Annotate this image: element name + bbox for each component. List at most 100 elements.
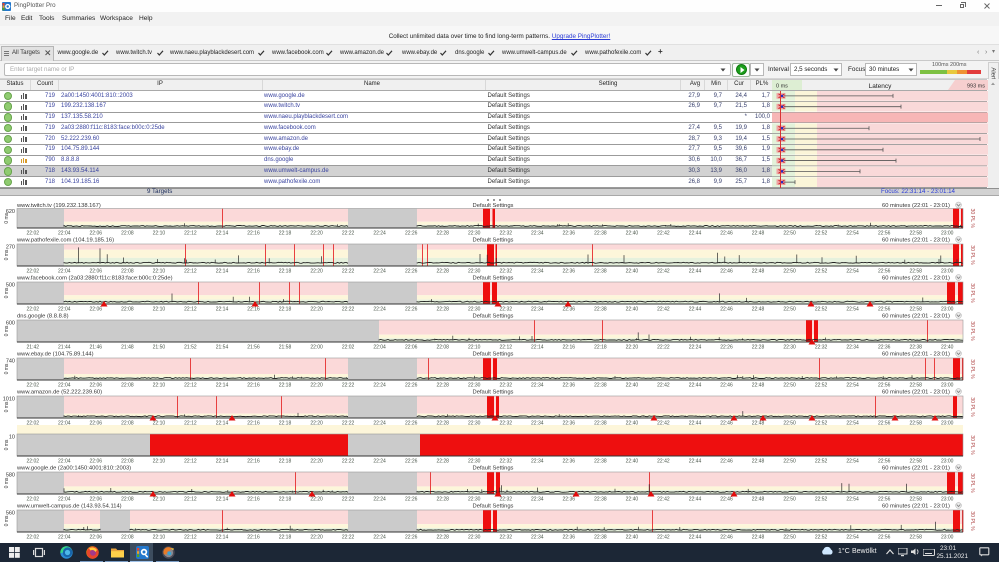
svg-text:www.umwelt-campus.de (143.93.5: www.umwelt-campus.de (143.93.54.114) xyxy=(16,504,122,510)
svg-text:22:26: 22:26 xyxy=(405,535,418,541)
svg-text:22:10: 22:10 xyxy=(153,383,166,389)
svg-text:0 ms: 0 ms xyxy=(4,439,10,450)
svg-text:0 ms: 0 ms xyxy=(4,363,10,374)
svg-text:22:38: 22:38 xyxy=(594,231,607,237)
svg-text:22:36: 22:36 xyxy=(878,345,891,351)
svg-text:22:22: 22:22 xyxy=(342,307,355,313)
svg-text:22:48: 22:48 xyxy=(752,421,765,427)
svg-text:22:56: 22:56 xyxy=(878,307,891,313)
svg-text:22:30: 22:30 xyxy=(468,307,481,313)
svg-text:22:00: 22:00 xyxy=(310,345,323,351)
svg-text:30 PL %: 30 PL % xyxy=(969,283,975,303)
svg-text:22:16: 22:16 xyxy=(247,497,260,503)
svg-text:22:40: 22:40 xyxy=(626,535,639,541)
svg-text:22:28: 22:28 xyxy=(436,269,449,275)
svg-text:22:18: 22:18 xyxy=(279,497,292,503)
svg-text:22:22: 22:22 xyxy=(342,269,355,275)
svg-text:993 ms: 993 ms xyxy=(967,84,985,90)
svg-text:740: 740 xyxy=(6,359,15,365)
svg-text:22:46: 22:46 xyxy=(720,269,733,275)
svg-text:22:16: 22:16 xyxy=(247,231,260,237)
svg-text:22:14: 22:14 xyxy=(216,459,229,465)
svg-text:10: 10 xyxy=(9,435,15,441)
svg-text:500: 500 xyxy=(6,283,15,289)
svg-text:22:10: 22:10 xyxy=(153,497,166,503)
svg-text:22:22: 22:22 xyxy=(342,383,355,389)
svg-text:22:32: 22:32 xyxy=(500,421,513,427)
svg-text:22:28: 22:28 xyxy=(436,307,449,313)
svg-text:22:40: 22:40 xyxy=(626,231,639,237)
svg-text:22:30: 22:30 xyxy=(468,383,481,389)
svg-text:22:40: 22:40 xyxy=(941,345,954,351)
svg-text:22:24: 22:24 xyxy=(373,307,386,313)
svg-text:22:12: 22:12 xyxy=(184,231,197,237)
svg-text:22:18: 22:18 xyxy=(279,535,292,541)
svg-text:22:12: 22:12 xyxy=(184,421,197,427)
svg-text:22:10: 22:10 xyxy=(468,345,481,351)
svg-text:22:20: 22:20 xyxy=(310,307,323,313)
svg-text:22:04: 22:04 xyxy=(58,231,71,237)
svg-text:22:10: 22:10 xyxy=(153,535,166,541)
svg-text:22:02: 22:02 xyxy=(27,231,40,237)
svg-text:22:34: 22:34 xyxy=(531,307,544,313)
svg-text:22:34: 22:34 xyxy=(531,231,544,237)
svg-text:22:08: 22:08 xyxy=(121,535,134,541)
svg-text:22:36: 22:36 xyxy=(563,269,576,275)
svg-text:22:38: 22:38 xyxy=(594,459,607,465)
svg-text:21:48: 21:48 xyxy=(121,345,134,351)
svg-text:0 ms: 0 ms xyxy=(4,212,10,223)
svg-text:22:32: 22:32 xyxy=(500,231,513,237)
svg-text:21:50: 21:50 xyxy=(153,345,166,351)
svg-text:22:54: 22:54 xyxy=(846,307,859,313)
svg-text:22:40: 22:40 xyxy=(626,269,639,275)
svg-text:22:38: 22:38 xyxy=(594,497,607,503)
svg-text:22:26: 22:26 xyxy=(405,231,418,237)
svg-text:22:36: 22:36 xyxy=(563,231,576,237)
svg-text:22:36: 22:36 xyxy=(563,421,576,427)
svg-text:22:20: 22:20 xyxy=(310,459,323,465)
svg-text:dns.google (8.8.8.8): dns.google (8.8.8.8) xyxy=(17,314,69,320)
svg-text:22:14: 22:14 xyxy=(216,421,229,427)
svg-text:22:52: 22:52 xyxy=(815,421,828,427)
svg-text:22:10: 22:10 xyxy=(153,269,166,275)
svg-text:0 ms: 0 ms xyxy=(4,325,10,336)
svg-text:22:52: 22:52 xyxy=(815,307,828,313)
svg-text:22:42: 22:42 xyxy=(657,231,670,237)
svg-text:22:30: 22:30 xyxy=(468,231,481,237)
svg-text:www.twitch.tv (199.232.138.167: www.twitch.tv (199.232.138.167) xyxy=(16,203,101,209)
svg-text:22:04: 22:04 xyxy=(58,459,71,465)
svg-text:22:38: 22:38 xyxy=(594,383,607,389)
svg-text:Default Settings: Default Settings xyxy=(473,203,514,209)
svg-text:22:58: 22:58 xyxy=(909,307,922,313)
svg-text:22:44: 22:44 xyxy=(689,459,702,465)
svg-text:22:12: 22:12 xyxy=(184,383,197,389)
svg-text:22:24: 22:24 xyxy=(373,231,386,237)
svg-text:22:34: 22:34 xyxy=(531,535,544,541)
svg-text:30 PL %: 30 PL % xyxy=(969,511,975,531)
svg-text:22:10: 22:10 xyxy=(153,231,166,237)
svg-text:60 minutes (22:01 - 23:01): 60 minutes (22:01 - 23:01) xyxy=(882,352,950,358)
svg-text:22:44: 22:44 xyxy=(689,269,702,275)
svg-text:22:28: 22:28 xyxy=(436,231,449,237)
svg-text:22:48: 22:48 xyxy=(752,231,765,237)
svg-text:22:48: 22:48 xyxy=(752,307,765,313)
svg-text:22:24: 22:24 xyxy=(373,535,386,541)
svg-text:22:42: 22:42 xyxy=(657,421,670,427)
svg-text:60 minutes (22:01 - 23:01): 60 minutes (22:01 - 23:01) xyxy=(882,390,950,396)
svg-text:22:56: 22:56 xyxy=(878,231,891,237)
svg-text:0 ms: 0 ms xyxy=(4,249,10,260)
svg-text:22:54: 22:54 xyxy=(846,383,859,389)
svg-text:22:18: 22:18 xyxy=(279,459,292,465)
svg-text:60 minutes (22:01 - 23:01): 60 minutes (22:01 - 23:01) xyxy=(882,238,950,244)
svg-text:22:28: 22:28 xyxy=(436,421,449,427)
svg-text:22:16: 22:16 xyxy=(247,383,260,389)
svg-text:21:56: 21:56 xyxy=(247,345,260,351)
svg-text:22:52: 22:52 xyxy=(815,231,828,237)
svg-text:22:14: 22:14 xyxy=(216,269,229,275)
svg-text:22:04: 22:04 xyxy=(58,497,71,503)
svg-text:22:44: 22:44 xyxy=(689,383,702,389)
svg-text:22:08: 22:08 xyxy=(121,231,134,237)
svg-text:21:52: 21:52 xyxy=(184,345,197,351)
svg-text:22:30: 22:30 xyxy=(468,421,481,427)
svg-text:22:02: 22:02 xyxy=(27,421,40,427)
